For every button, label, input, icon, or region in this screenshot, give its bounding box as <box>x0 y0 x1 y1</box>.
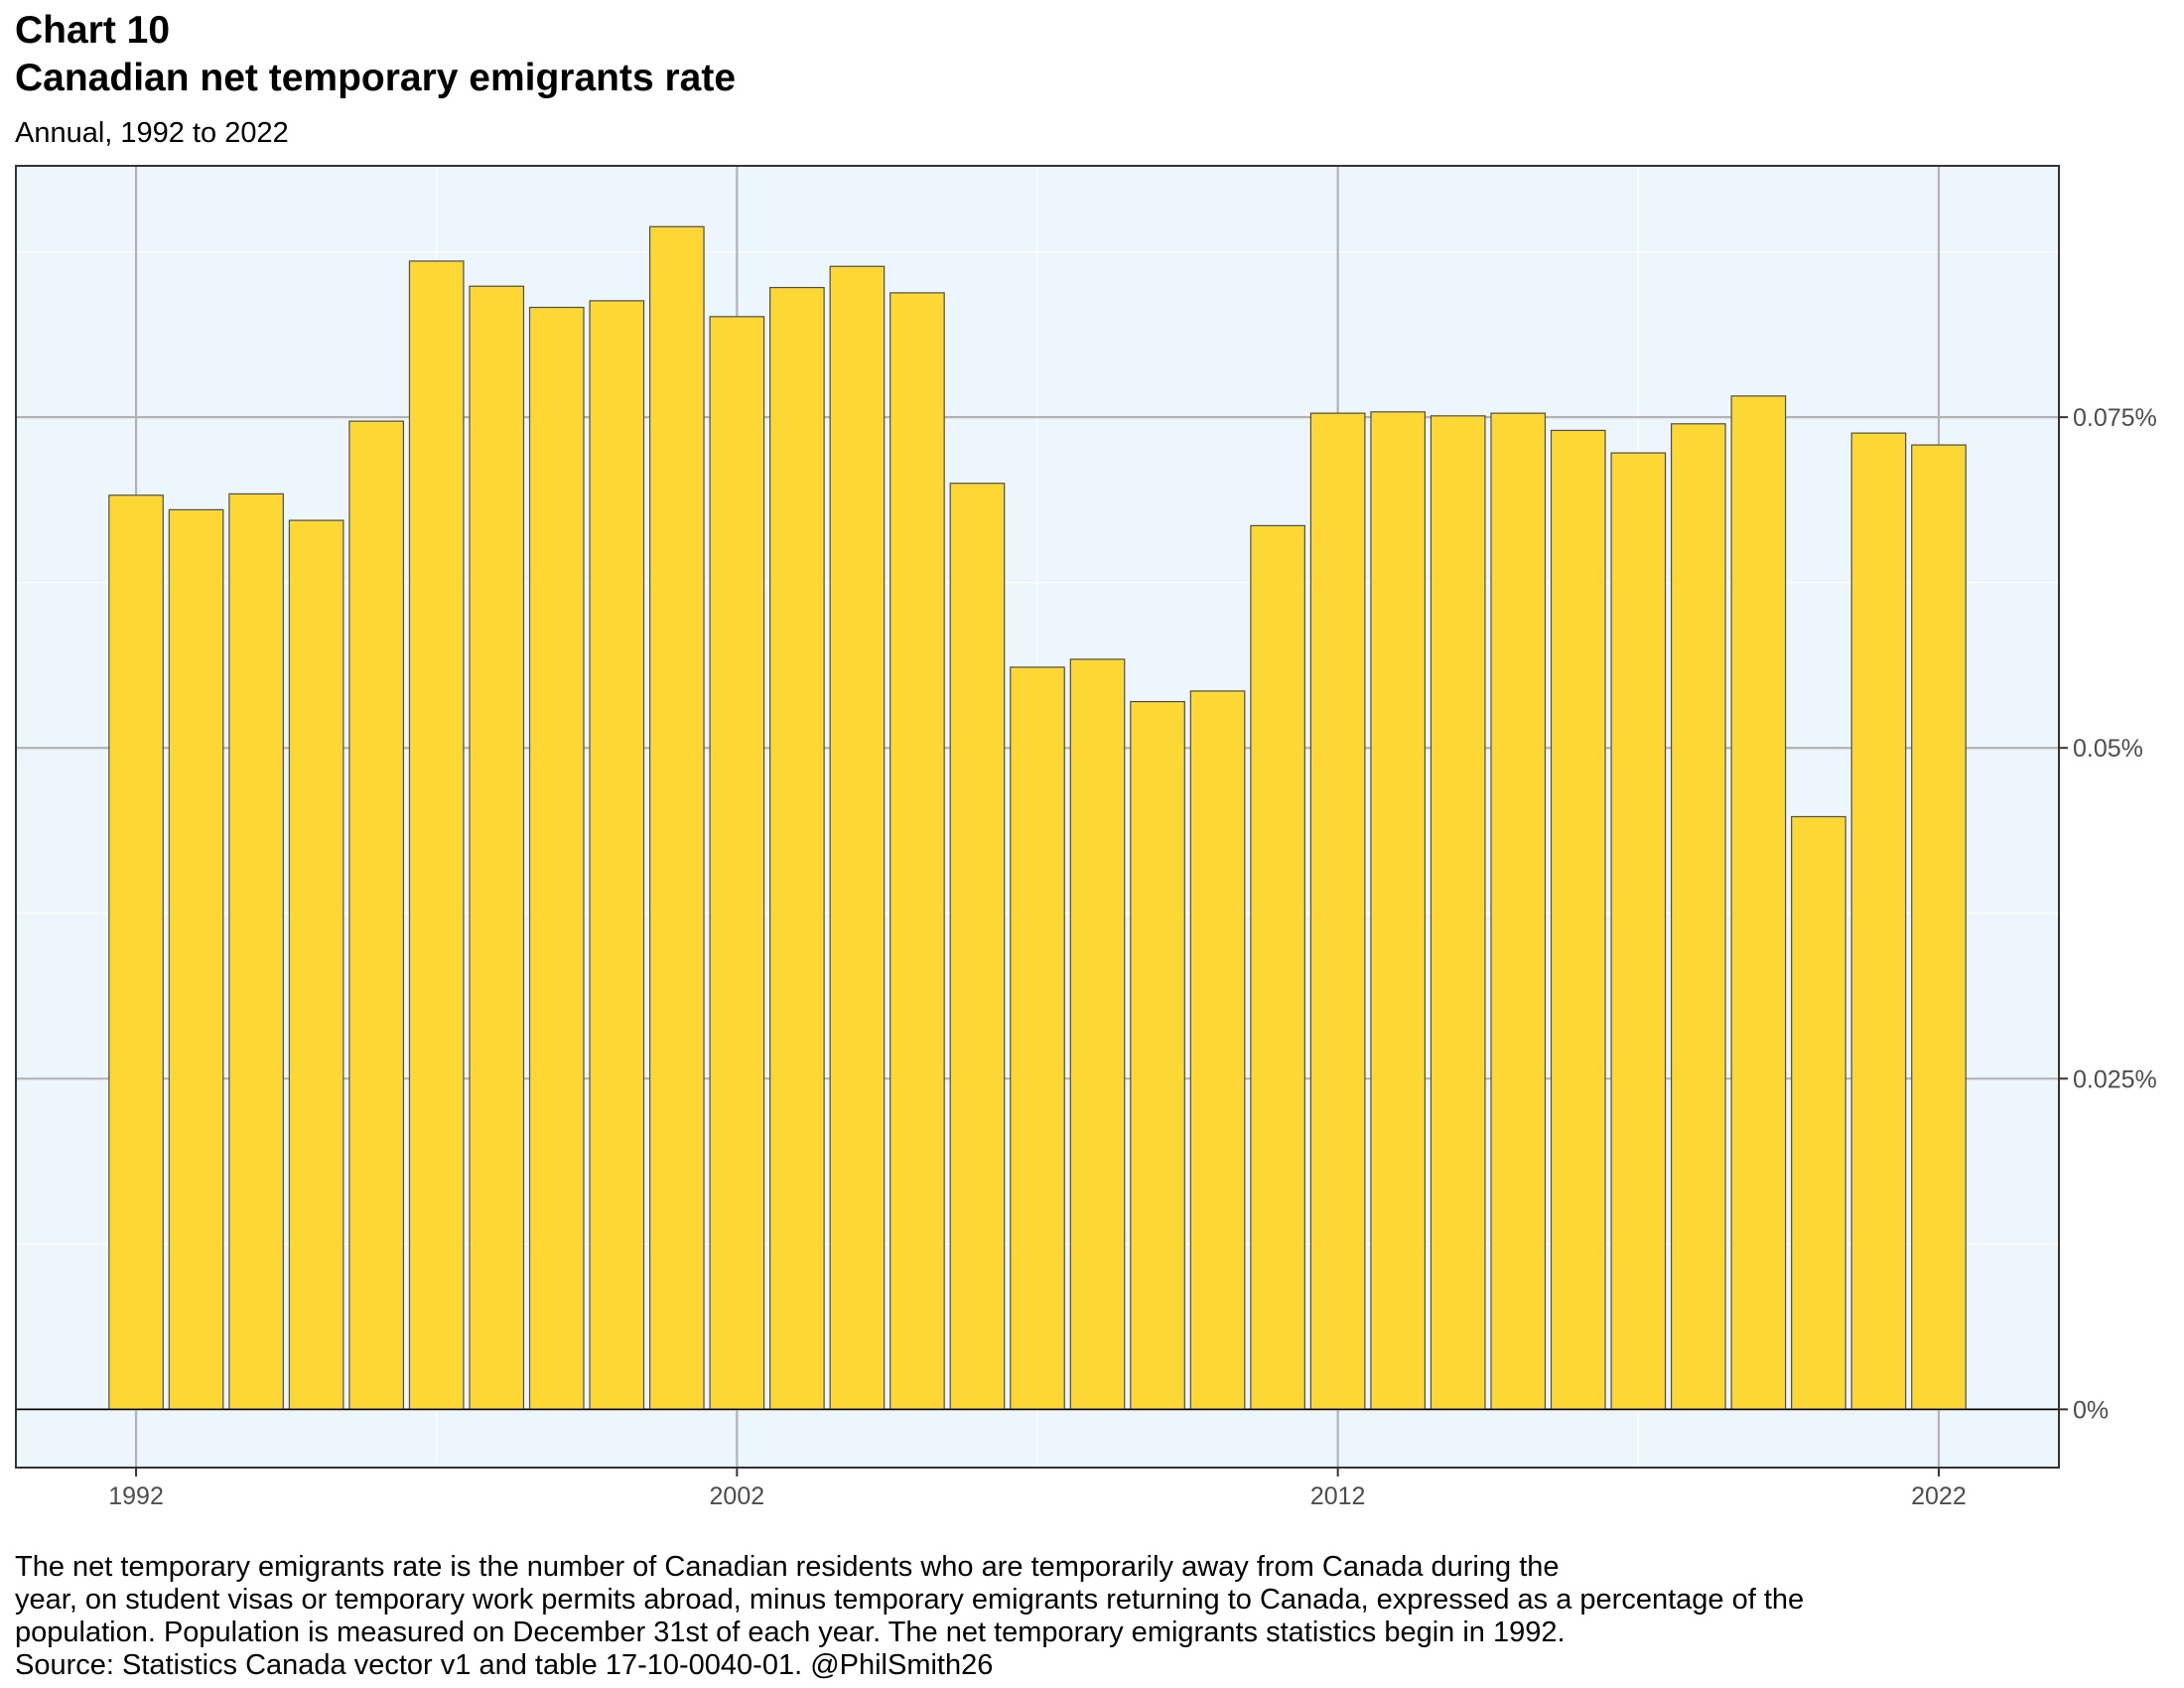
y-tick-label: 0% <box>2073 1396 2109 1424</box>
x-tick-label: 2022 <box>1911 1482 1967 1510</box>
bar-2012 <box>1309 412 1366 1410</box>
bar-1999 <box>528 306 585 1410</box>
bar-2018 <box>1670 423 1726 1410</box>
bar-2010 <box>1189 690 1246 1410</box>
bar-2006 <box>949 483 1006 1410</box>
bar-2022 <box>1911 444 1967 1410</box>
bar-2003 <box>769 286 825 1410</box>
chart-caption: The net temporary emigrants rate is the … <box>15 1551 2169 1682</box>
bar-2017 <box>1610 452 1667 1410</box>
bar-2021 <box>1850 432 1907 1410</box>
bar-1995 <box>288 519 344 1410</box>
bar-2014 <box>1430 415 1486 1410</box>
bar-2008 <box>1069 658 1126 1410</box>
caption-line: The net temporary emigrants rate is the … <box>15 1551 1560 1583</box>
bar-2013 <box>1370 411 1427 1410</box>
bar-2019 <box>1730 395 1787 1410</box>
bar-2015 <box>1490 412 1547 1410</box>
bar-2001 <box>648 225 705 1410</box>
chart-title: Canadian net temporary emigrants rate <box>15 57 737 99</box>
bar-2004 <box>829 265 886 1410</box>
bars <box>108 225 1967 1410</box>
bar-1992 <box>108 494 164 1410</box>
x-tick-label: 2002 <box>710 1482 765 1510</box>
bar-2000 <box>589 300 645 1410</box>
chart-subtitle: Annual, 1992 to 2022 <box>15 117 289 149</box>
panel-border <box>15 165 2060 1469</box>
y-tick-label: 0.05% <box>2073 735 2143 763</box>
bar-1998 <box>469 285 525 1410</box>
caption-line: population. Population is measured on De… <box>15 1617 1566 1648</box>
bar-2002 <box>709 316 765 1410</box>
bar-1997 <box>408 260 465 1410</box>
x-tick-label: 1992 <box>108 1482 164 1510</box>
bar-2020 <box>1791 815 1846 1410</box>
x-tick-label: 2012 <box>1310 1482 1366 1510</box>
bar-1994 <box>228 492 284 1410</box>
bar-1996 <box>348 420 405 1410</box>
y-tick-label: 0.025% <box>2073 1065 2157 1093</box>
bar-2005 <box>889 292 945 1410</box>
bar-2007 <box>1010 666 1065 1410</box>
bar-2011 <box>1250 524 1305 1410</box>
y-tick-label: 0.075% <box>2073 404 2157 432</box>
source-note: Source: Statistics Canada vector v1 and … <box>15 1649 994 1681</box>
bar-1993 <box>168 508 224 1410</box>
chart-number: Chart 10 <box>15 9 171 52</box>
bar-2009 <box>1130 700 1185 1410</box>
axes: 0% 0.025% 0.05% 0.075% 1992 2002 2012 2022 <box>15 165 2157 1510</box>
bar-chart: 0% 0.025% 0.05% 0.075% 1992 2002 2012 2022 <box>15 165 2157 1510</box>
bar-2016 <box>1550 429 1606 1410</box>
caption-line: year, on student visas or temporary work… <box>15 1584 1805 1616</box>
